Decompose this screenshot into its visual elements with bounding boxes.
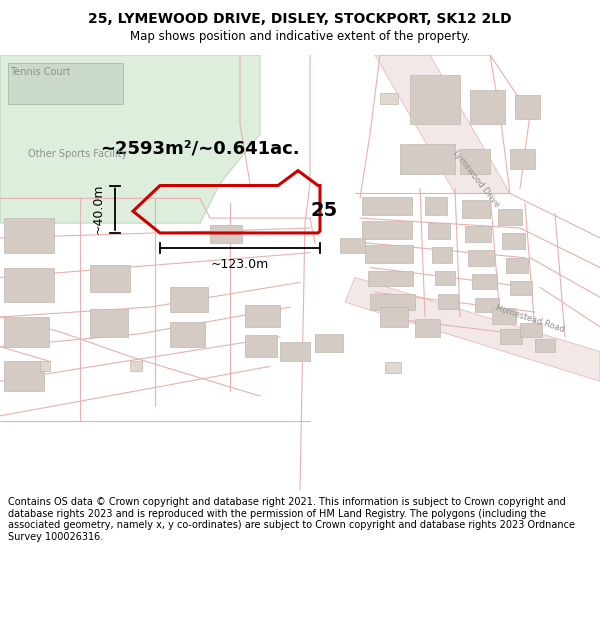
Bar [472,274,497,289]
Bar [130,361,142,371]
Bar [370,294,415,310]
Bar [365,245,413,262]
Bar [432,247,452,262]
Bar [380,307,408,327]
Text: ~123.0m: ~123.0m [211,258,269,271]
Bar [438,294,458,309]
Polygon shape [375,55,510,193]
Bar [515,94,540,119]
Bar [170,288,208,312]
Bar [385,362,401,373]
Bar [4,268,54,302]
Text: Homestead Road: Homestead Road [494,304,566,334]
Bar [4,218,54,252]
Bar [435,271,455,286]
Bar [500,329,522,344]
Bar [535,339,555,352]
Bar [498,209,522,225]
Bar [468,250,494,266]
Bar [280,342,310,361]
Bar [245,335,277,356]
Bar [340,238,365,252]
Bar [520,323,542,337]
Polygon shape [0,55,260,223]
Bar [8,63,123,104]
Bar [210,225,242,243]
Text: ~40.0m: ~40.0m [92,184,105,234]
Bar [315,334,343,352]
Bar [428,223,450,239]
Bar [506,258,528,272]
Bar [362,221,412,239]
Bar [245,305,280,327]
Text: ~2593m²/~0.641ac.: ~2593m²/~0.641ac. [100,140,299,158]
Text: 25, LYMEWOOD DRIVE, DISLEY, STOCKPORT, SK12 2LD: 25, LYMEWOOD DRIVE, DISLEY, STOCKPORT, S… [88,12,512,26]
Bar [415,319,440,337]
Bar [425,198,447,215]
Polygon shape [345,278,600,381]
Bar [492,308,516,324]
Text: Map shows position and indicative extent of the property.: Map shows position and indicative extent… [130,30,470,43]
Bar [170,322,205,347]
Bar [362,198,412,215]
Bar [368,271,413,286]
Bar [475,298,499,312]
Bar [4,361,44,391]
Bar [40,361,50,371]
Bar [380,92,398,104]
Bar [90,264,130,292]
Bar [4,317,49,347]
Bar [510,281,532,295]
Text: Other Sports Facility: Other Sports Facility [28,149,127,159]
Bar [462,201,490,218]
Text: Contains OS data © Crown copyright and database right 2021. This information is : Contains OS data © Crown copyright and d… [8,497,575,542]
Text: Lymewood Drive: Lymewood Drive [451,148,501,209]
Bar [510,149,535,169]
Text: Tennis Court: Tennis Court [10,67,71,77]
Bar [400,144,455,174]
Text: 25: 25 [310,201,337,220]
Bar [470,89,505,124]
Bar [410,75,460,124]
Bar [90,309,128,337]
Bar [465,226,491,242]
Bar [502,233,525,249]
Bar [460,149,490,174]
